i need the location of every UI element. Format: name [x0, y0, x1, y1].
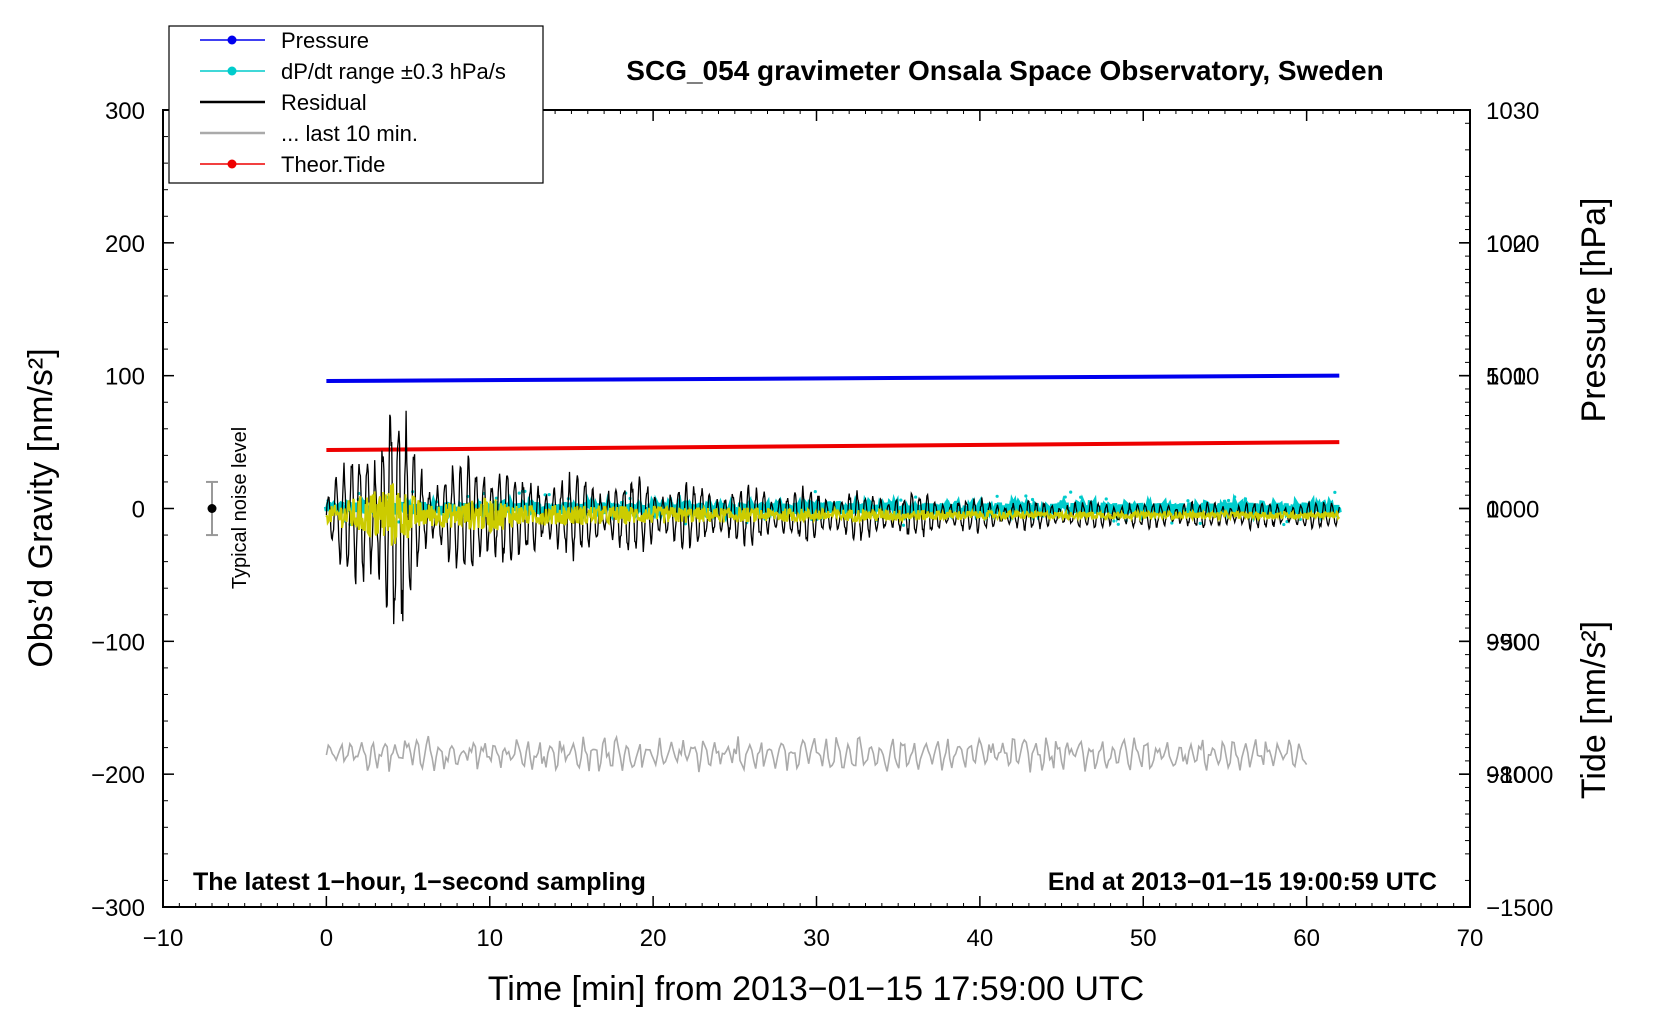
- legend-label: Residual: [281, 90, 367, 115]
- dpdt-outlier-point: [1265, 505, 1269, 509]
- dpdt-outlier-point: [995, 494, 999, 498]
- dpdt-outlier-point: [494, 496, 499, 500]
- dpdt-outlier-point: [478, 500, 482, 505]
- x-tick-label: 0: [320, 925, 333, 952]
- dpdt-outlier-point: [999, 506, 1004, 510]
- dpdt-outlier-point: [1333, 490, 1337, 494]
- dpdt-outlier-point: [1069, 490, 1073, 494]
- tide-tick-label: −1000: [1486, 762, 1553, 789]
- x-tick-label: 40: [967, 925, 994, 952]
- dpdt-outlier-point: [899, 498, 903, 502]
- x-tick-label: 50: [1130, 925, 1157, 952]
- x-tick-label: 70: [1457, 925, 1484, 952]
- legend-label: ... last 10 min.: [281, 121, 418, 146]
- tide-tick-label: 0: [1486, 497, 1499, 524]
- y-tick-label: 0: [132, 497, 145, 524]
- dpdt-outlier-point: [1079, 495, 1083, 499]
- note-left: The latest 1−hour, 1−second sampling: [193, 868, 646, 896]
- dpdt-outlier-point: [1104, 497, 1108, 501]
- dpdt-outlier-point: [914, 495, 918, 499]
- legend-marker: [227, 66, 237, 76]
- dpdt-outlier-point: [1112, 519, 1116, 523]
- dpdt-outlier-point: [1222, 499, 1227, 503]
- series-pressure: [326, 373, 1340, 383]
- series-theor-tide: [326, 440, 1340, 453]
- x-tick-label: 10: [476, 925, 503, 952]
- y-tick-label: 300: [105, 98, 145, 125]
- legend-marker: [227, 159, 237, 169]
- dpdt-outlier-point: [397, 520, 401, 524]
- pressure-tick-label: 1000: [1486, 497, 1539, 524]
- dpdt-outlier-point: [1186, 499, 1190, 503]
- legend-marker: [227, 35, 237, 45]
- dpdt-outlier-point: [1282, 522, 1286, 527]
- noise-center-point: [207, 504, 217, 513]
- dpdt-outlier-point: [1198, 521, 1202, 525]
- y-tick-label: −100: [91, 629, 145, 656]
- tide-tick-label: −500: [1486, 629, 1540, 656]
- pressure-tick-label: 1010: [1486, 364, 1539, 391]
- dpdt-outlier-point: [813, 490, 817, 494]
- tide-tick-label: 500: [1486, 364, 1526, 391]
- y-tick-label: −200: [91, 762, 145, 789]
- series-residual-filtered: [325, 483, 1341, 546]
- y-tick-label: 200: [105, 231, 145, 258]
- series-last-10-min: [325, 734, 1308, 773]
- noise-level-indicator: Typical noise level: [206, 427, 251, 589]
- x-tick-label: 20: [640, 925, 667, 952]
- series-layer: [323, 373, 1342, 773]
- dpdt-outlier-point: [946, 500, 950, 504]
- tide-tick-label: −1500: [1486, 895, 1553, 922]
- axis-layer: −10 0 10 20 30 40 50 60 703002001000−100−200−300…: [91, 98, 1553, 952]
- chart-title: SCG_054 gravimeter Onsala Space Observat…: [626, 55, 1383, 86]
- legend-label: dP/dt range ±0.3 hPa/s: [281, 59, 506, 84]
- noise-level-label: Typical noise level: [229, 427, 251, 589]
- y-tick-label: −300: [91, 895, 145, 922]
- dpdt-outlier-point: [517, 491, 521, 495]
- dpdt-outlier-point: [1116, 522, 1120, 526]
- dpdt-outlier-point: [547, 493, 551, 497]
- dpdt-outlier-point: [1233, 495, 1237, 499]
- dpdt-outlier-point: [1226, 498, 1231, 503]
- pressure-tick-label: 1030: [1486, 98, 1539, 125]
- dpdt-outlier-point: [1063, 495, 1067, 499]
- x-tick-label: −10: [143, 925, 184, 952]
- y-axis-title-pressure: Pressure [hPa]: [1575, 198, 1613, 423]
- legend-box: [168, 25, 544, 184]
- y-axis-title-left: Obs’d Gravity [nm/s²]: [22, 348, 60, 667]
- x-tick-label: 30: [803, 925, 830, 952]
- legend-label: Pressure: [281, 28, 369, 53]
- dpdt-outlier-point: [1030, 497, 1035, 502]
- dpdt-outlier-point: [953, 500, 958, 504]
- dpdt-outlier-point: [901, 523, 906, 527]
- x-tick-label: 60: [1293, 925, 1320, 952]
- y-axis-title-tide: Tide [nm/s²]: [1575, 621, 1613, 799]
- pressure-tick-label: 990: [1486, 629, 1526, 656]
- x-axis-title: Time [min] from 2013−01−15 17:59:00 UTC: [488, 970, 1144, 1008]
- pressure-tick-label: 980: [1486, 762, 1526, 789]
- note-right: End at 2013−01−15 19:00:59 UTC: [1048, 868, 1437, 896]
- legend-label: Theor.Tide: [281, 152, 385, 177]
- pressure-tick-label: 1020: [1486, 231, 1539, 258]
- dpdt-outlier-point: [1243, 497, 1248, 501]
- y-tick-label: 100: [105, 364, 145, 391]
- legend: Pressure dP/dt range ±0.3 hPa/s Residual..…: [168, 25, 544, 184]
- dpdt-outlier-point: [658, 503, 662, 507]
- dpdt-outlier-point: [1202, 500, 1207, 505]
- tide-tick-label: 1000: [1486, 231, 1539, 258]
- dpdt-outlier-point: [1024, 494, 1028, 498]
